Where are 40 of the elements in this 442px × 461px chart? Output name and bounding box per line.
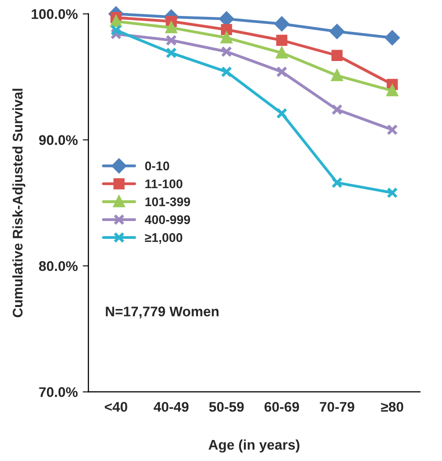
x-tick-label: 40-49 <box>154 402 189 412</box>
point <box>220 24 232 36</box>
point <box>220 66 232 78</box>
point <box>384 30 400 46</box>
point <box>276 108 288 119</box>
legend-label: ≥1,000 <box>144 233 182 244</box>
x-tick-label: 70-79 <box>320 402 354 412</box>
point <box>166 47 177 58</box>
legend-label: 101-399 <box>145 197 190 206</box>
x-tick-label: 60-69 <box>264 402 300 412</box>
point <box>166 22 177 34</box>
x-axis-title: Age (in years) <box>208 440 300 453</box>
annotation: N=17,779 Women <box>106 306 219 318</box>
point <box>386 85 398 96</box>
point <box>166 34 177 46</box>
y-tick-label: 80.0% <box>39 261 78 272</box>
point <box>276 34 288 46</box>
point <box>274 16 290 32</box>
legend-label: 400-999 <box>144 215 190 224</box>
point <box>331 177 343 188</box>
point <box>331 104 343 116</box>
point <box>386 187 398 198</box>
point <box>331 50 343 61</box>
point <box>330 24 344 39</box>
y-tick-label: 90.0% <box>39 135 78 146</box>
point <box>276 66 288 78</box>
legend-label: 11-100 <box>145 179 182 188</box>
x-tick-label: 50-59 <box>209 402 244 412</box>
point <box>220 46 232 58</box>
y-axis-title: Cumulative Risk-Adjusted Survival <box>12 88 26 318</box>
legend-label: 0-10 <box>145 162 170 170</box>
point <box>276 47 288 58</box>
x-tick-label: ≥80 <box>381 402 404 412</box>
y-tick-label: 100.0% <box>32 9 78 19</box>
x-tick-label: <40 <box>104 402 128 412</box>
point <box>110 24 122 36</box>
point <box>386 124 398 136</box>
y-tick-label: 70.0% <box>39 387 78 398</box>
point <box>220 32 232 44</box>
point <box>110 16 122 27</box>
